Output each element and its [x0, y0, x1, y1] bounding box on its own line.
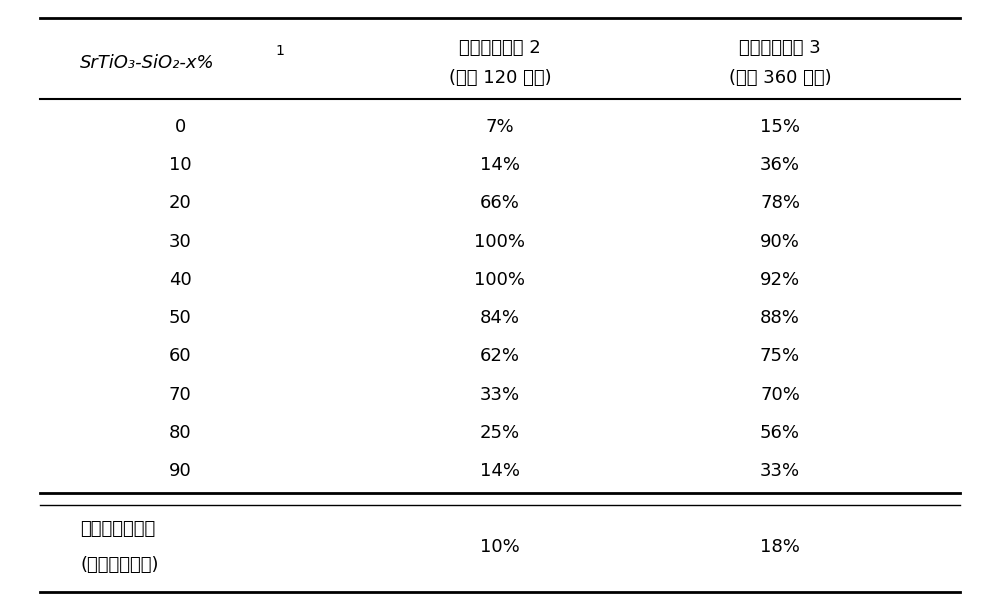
Text: (光照 360 分钟): (光照 360 分钟) [729, 69, 831, 87]
Text: 56%: 56% [760, 424, 800, 442]
Text: 10: 10 [169, 156, 191, 174]
Text: 90: 90 [169, 462, 191, 480]
Text: 75%: 75% [760, 347, 800, 365]
Text: 商用纳米鑂酸镀: 商用纳米鑂酸镀 [80, 520, 155, 538]
Text: 78%: 78% [760, 194, 800, 212]
Text: 乙醒矿化能力 3: 乙醒矿化能力 3 [739, 39, 821, 57]
Text: 90%: 90% [760, 233, 800, 251]
Text: 100%: 100% [475, 233, 526, 251]
Text: 50: 50 [169, 309, 191, 327]
Text: 20: 20 [169, 194, 191, 212]
Text: (光照 120 分钟): (光照 120 分钟) [449, 69, 551, 87]
Text: 33%: 33% [760, 462, 800, 480]
Text: 乙醒去除能力 2: 乙醒去除能力 2 [459, 39, 541, 57]
Text: 18%: 18% [760, 538, 800, 556]
Text: 14%: 14% [480, 156, 520, 174]
Text: 60: 60 [169, 347, 191, 365]
Text: 70%: 70% [760, 386, 800, 404]
Text: 100%: 100% [475, 271, 526, 289]
Text: 62%: 62% [480, 347, 520, 365]
Text: 84%: 84% [480, 309, 520, 327]
Text: 66%: 66% [480, 194, 520, 212]
Text: (日本和光制药): (日本和光制药) [80, 556, 158, 574]
Text: 30: 30 [169, 233, 191, 251]
Text: 1: 1 [275, 44, 284, 58]
Text: 25%: 25% [480, 424, 520, 442]
Text: 36%: 36% [760, 156, 800, 174]
Text: 88%: 88% [760, 309, 800, 327]
Text: 33%: 33% [480, 386, 520, 404]
Text: 0: 0 [174, 118, 186, 136]
Text: 7%: 7% [486, 118, 514, 136]
Text: 10%: 10% [480, 538, 520, 556]
Text: 70: 70 [169, 386, 191, 404]
Text: 80: 80 [169, 424, 191, 442]
Text: 15%: 15% [760, 118, 800, 136]
Text: SrTiO₃-SiO₂-x%: SrTiO₃-SiO₂-x% [80, 54, 215, 72]
Text: 40: 40 [169, 271, 191, 289]
Text: 92%: 92% [760, 271, 800, 289]
Text: 14%: 14% [480, 462, 520, 480]
